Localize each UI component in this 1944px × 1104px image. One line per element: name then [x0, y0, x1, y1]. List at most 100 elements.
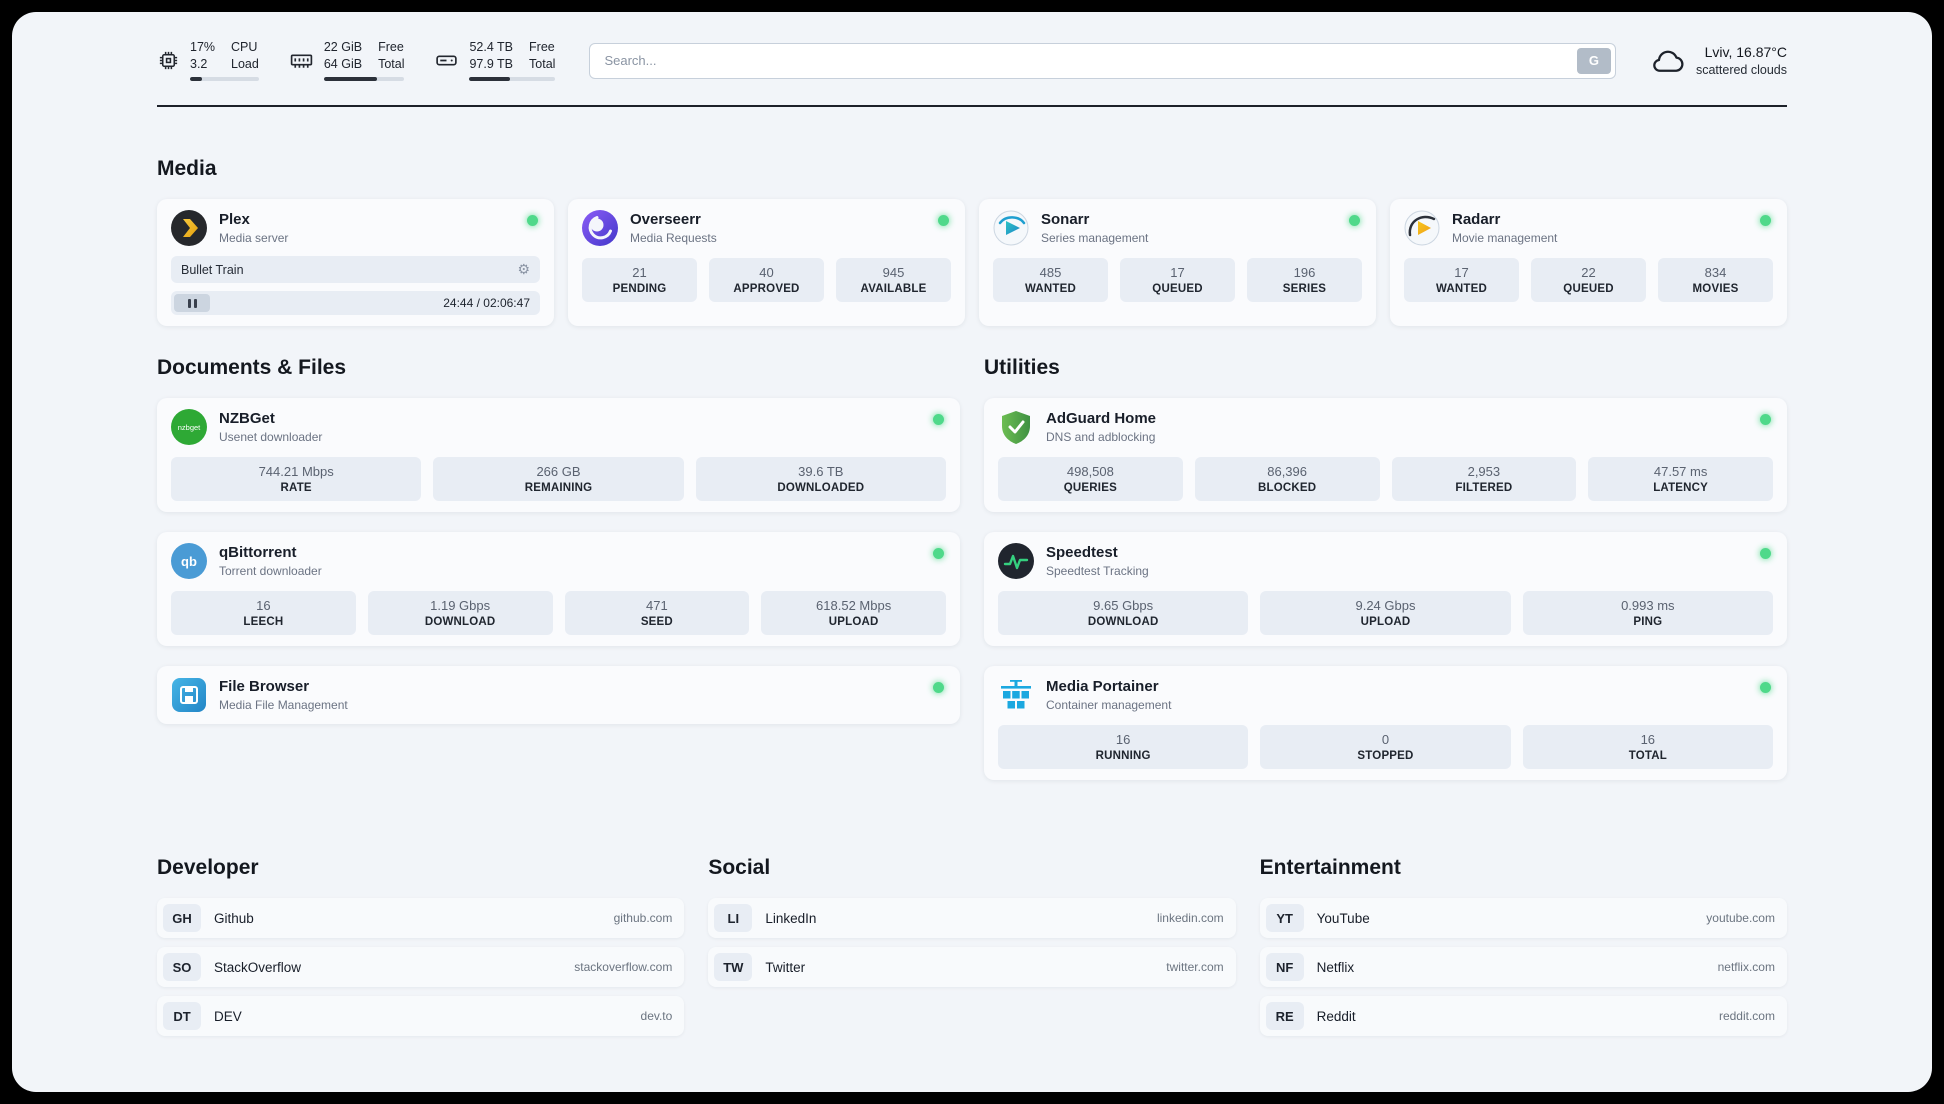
- stat-label: LATENCY: [1653, 482, 1709, 494]
- plex-card[interactable]: Plex Media server Bullet Train ⚙ 24:44 /…: [157, 199, 554, 326]
- bookmark-abbr: NF: [1265, 953, 1304, 981]
- bookmark-github[interactable]: GH Github github.com: [157, 898, 685, 938]
- settings-icon[interactable]: ⚙: [517, 261, 530, 277]
- cpu-progress-bar: [190, 77, 259, 81]
- documents-section-title: Documents & Files: [157, 356, 347, 379]
- bookmark-name: Reddit: [1316, 1008, 1356, 1024]
- app-name: AdGuard Home: [1046, 410, 1157, 427]
- app-name: Sonarr: [1041, 211, 1090, 228]
- stat-box: 834 MOVIES: [1658, 258, 1773, 302]
- bookmark-reddit[interactable]: RE Reddit reddit.com: [1259, 996, 1787, 1036]
- memory-free-label: Free: [378, 40, 404, 54]
- overseerr-card[interactable]: Overseerr Media Requests 21 PENDING 40 A…: [568, 199, 965, 326]
- nzbget-card[interactable]: nzbget NZBGet Usenet downloader 744.21 M…: [157, 398, 960, 512]
- bookmark-name: YouTube: [1316, 910, 1370, 926]
- stat-label: APPROVED: [733, 283, 800, 295]
- social-bookmarks: Social LI LinkedIn linkedin.com TW Twitt…: [708, 856, 1236, 1045]
- bookmark-url: netflix.com: [1717, 960, 1775, 974]
- plex-icon: [171, 210, 207, 246]
- speedtest-icon: [998, 543, 1034, 579]
- disk-icon: [434, 48, 459, 73]
- bookmark-netflix[interactable]: NF Netflix netflix.com: [1259, 947, 1787, 987]
- stat-box: 16 LEECH: [171, 591, 356, 635]
- playback-bar[interactable]: 24:44 / 02:06:47: [171, 291, 540, 315]
- stat-value: 0.993 ms: [1621, 598, 1675, 613]
- bookmark-name: LinkedIn: [765, 910, 817, 926]
- stat-value: 266 GB: [536, 464, 581, 479]
- app-name: File Browser: [219, 678, 310, 695]
- qbittorrent-status-dot: [933, 548, 944, 559]
- header-divider: [157, 105, 1787, 107]
- filebrowser-card[interactable]: File Browser Media File Management: [157, 666, 960, 724]
- stat-box: 47.57 ms LATENCY: [1588, 457, 1773, 501]
- bookmark-youtube[interactable]: YT YouTube youtube.com: [1259, 898, 1787, 938]
- search-engine-button[interactable]: G: [1576, 47, 1611, 74]
- stat-box: 0 STOPPED: [1260, 725, 1511, 769]
- media-section: Media Plex Media server: [157, 157, 1787, 326]
- system-widgets: 17% 3.2 CPU Load: [157, 40, 556, 81]
- stat-value: 9.65 Gbps: [1093, 598, 1154, 613]
- nzbget-logo-text: nzbget: [178, 423, 201, 432]
- bookmark-abbr: LI: [714, 904, 753, 932]
- entertainment-bookmarks: Entertainment YT YouTube youtube.com NF …: [1259, 856, 1787, 1045]
- stat-label: BLOCKED: [1257, 482, 1317, 494]
- pause-icon[interactable]: [174, 294, 210, 312]
- cpu-load-label: Load: [231, 57, 259, 71]
- stat-box: 266 GB REMAINING: [433, 457, 684, 501]
- stat-label: AVAILABLE: [860, 283, 927, 295]
- stat-label: UPLOAD: [1360, 616, 1411, 628]
- stat-label: FILTERED: [1455, 482, 1513, 494]
- stat-value: 498,508: [1066, 464, 1114, 479]
- memory-progress-bar: [323, 77, 405, 81]
- app-name: Speedtest: [1046, 544, 1118, 561]
- documents-section: Documents & Files nzbget NZBGet Usenet d…: [157, 356, 960, 744]
- disk-total-value: 97.9 TB: [469, 57, 514, 71]
- stat-box: 17 WANTED: [1404, 258, 1519, 302]
- filebrowser-status-dot: [933, 682, 944, 693]
- stat-value: 47.57 ms: [1653, 464, 1708, 479]
- app-subtitle: Speedtest Tracking: [1046, 564, 1149, 578]
- bookmark-dev[interactable]: DT DEV dev.to: [157, 996, 685, 1036]
- cpu-widget: 17% 3.2 CPU Load: [157, 40, 259, 81]
- developer-bookmarks: Developer GH Github github.com SO StackO…: [157, 856, 685, 1045]
- entertainment-section-title: Entertainment: [1259, 856, 1401, 879]
- sonarr-status-dot: [1349, 215, 1360, 226]
- adguard-card[interactable]: AdGuard Home DNS and adblocking 498,508 …: [984, 398, 1787, 512]
- portainer-card[interactable]: Media Portainer Container management 16 …: [984, 666, 1787, 780]
- stat-label: WANTED: [1024, 283, 1077, 295]
- stat-value: 834: [1704, 265, 1727, 280]
- stat-value: 1.19 Gbps: [430, 598, 491, 613]
- qbittorrent-card[interactable]: qb qBittorrent Torrent downloader 16 LEE…: [157, 532, 960, 646]
- speedtest-card[interactable]: Speedtest Speedtest Tracking 9.65 Gbps D…: [984, 532, 1787, 646]
- sonarr-card[interactable]: Sonarr Series management 485 WANTED 17 Q…: [979, 199, 1376, 326]
- radarr-icon: [1404, 210, 1440, 246]
- bookmark-stackoverflow[interactable]: SO StackOverflow stackoverflow.com: [157, 947, 685, 987]
- stat-value: 9.24 Gbps: [1355, 598, 1416, 613]
- bookmark-url: linkedin.com: [1156, 911, 1224, 925]
- search: G: [589, 42, 1616, 79]
- stat-value: 40: [759, 265, 774, 280]
- bookmark-twitter[interactable]: TW Twitter twitter.com: [708, 947, 1236, 987]
- stat-label: LEECH: [243, 616, 284, 628]
- app-subtitle: DNS and adblocking: [1046, 430, 1156, 444]
- stat-label: QUEUED: [1563, 283, 1614, 295]
- radarr-card[interactable]: Radarr Movie management 17 WANTED 22 QUE…: [1390, 199, 1787, 326]
- weather-widget: Lviv, 16.87°C scattered clouds: [1650, 43, 1787, 79]
- speedtest-status-dot: [1760, 548, 1771, 559]
- app-subtitle: Media File Management: [219, 698, 348, 712]
- stat-value: 196: [1293, 265, 1316, 280]
- disk-progress-bar: [469, 77, 556, 81]
- app-subtitle: Media server: [219, 231, 289, 245]
- stat-label: REMAINING: [524, 482, 593, 494]
- stat-label: STOPPED: [1357, 750, 1414, 762]
- stat-label: DOWNLOAD: [424, 616, 496, 628]
- stat-value: 945: [882, 265, 905, 280]
- portainer-icon: [998, 677, 1034, 713]
- overseerr-status-dot: [938, 215, 949, 226]
- portainer-status-dot: [1760, 682, 1771, 693]
- stat-box: 471 SEED: [564, 591, 750, 635]
- app-subtitle: Movie management: [1452, 231, 1558, 245]
- app-name: NZBGet: [219, 410, 275, 427]
- bookmark-linkedin[interactable]: LI LinkedIn linkedin.com: [708, 898, 1236, 938]
- search-input[interactable]: [589, 42, 1616, 79]
